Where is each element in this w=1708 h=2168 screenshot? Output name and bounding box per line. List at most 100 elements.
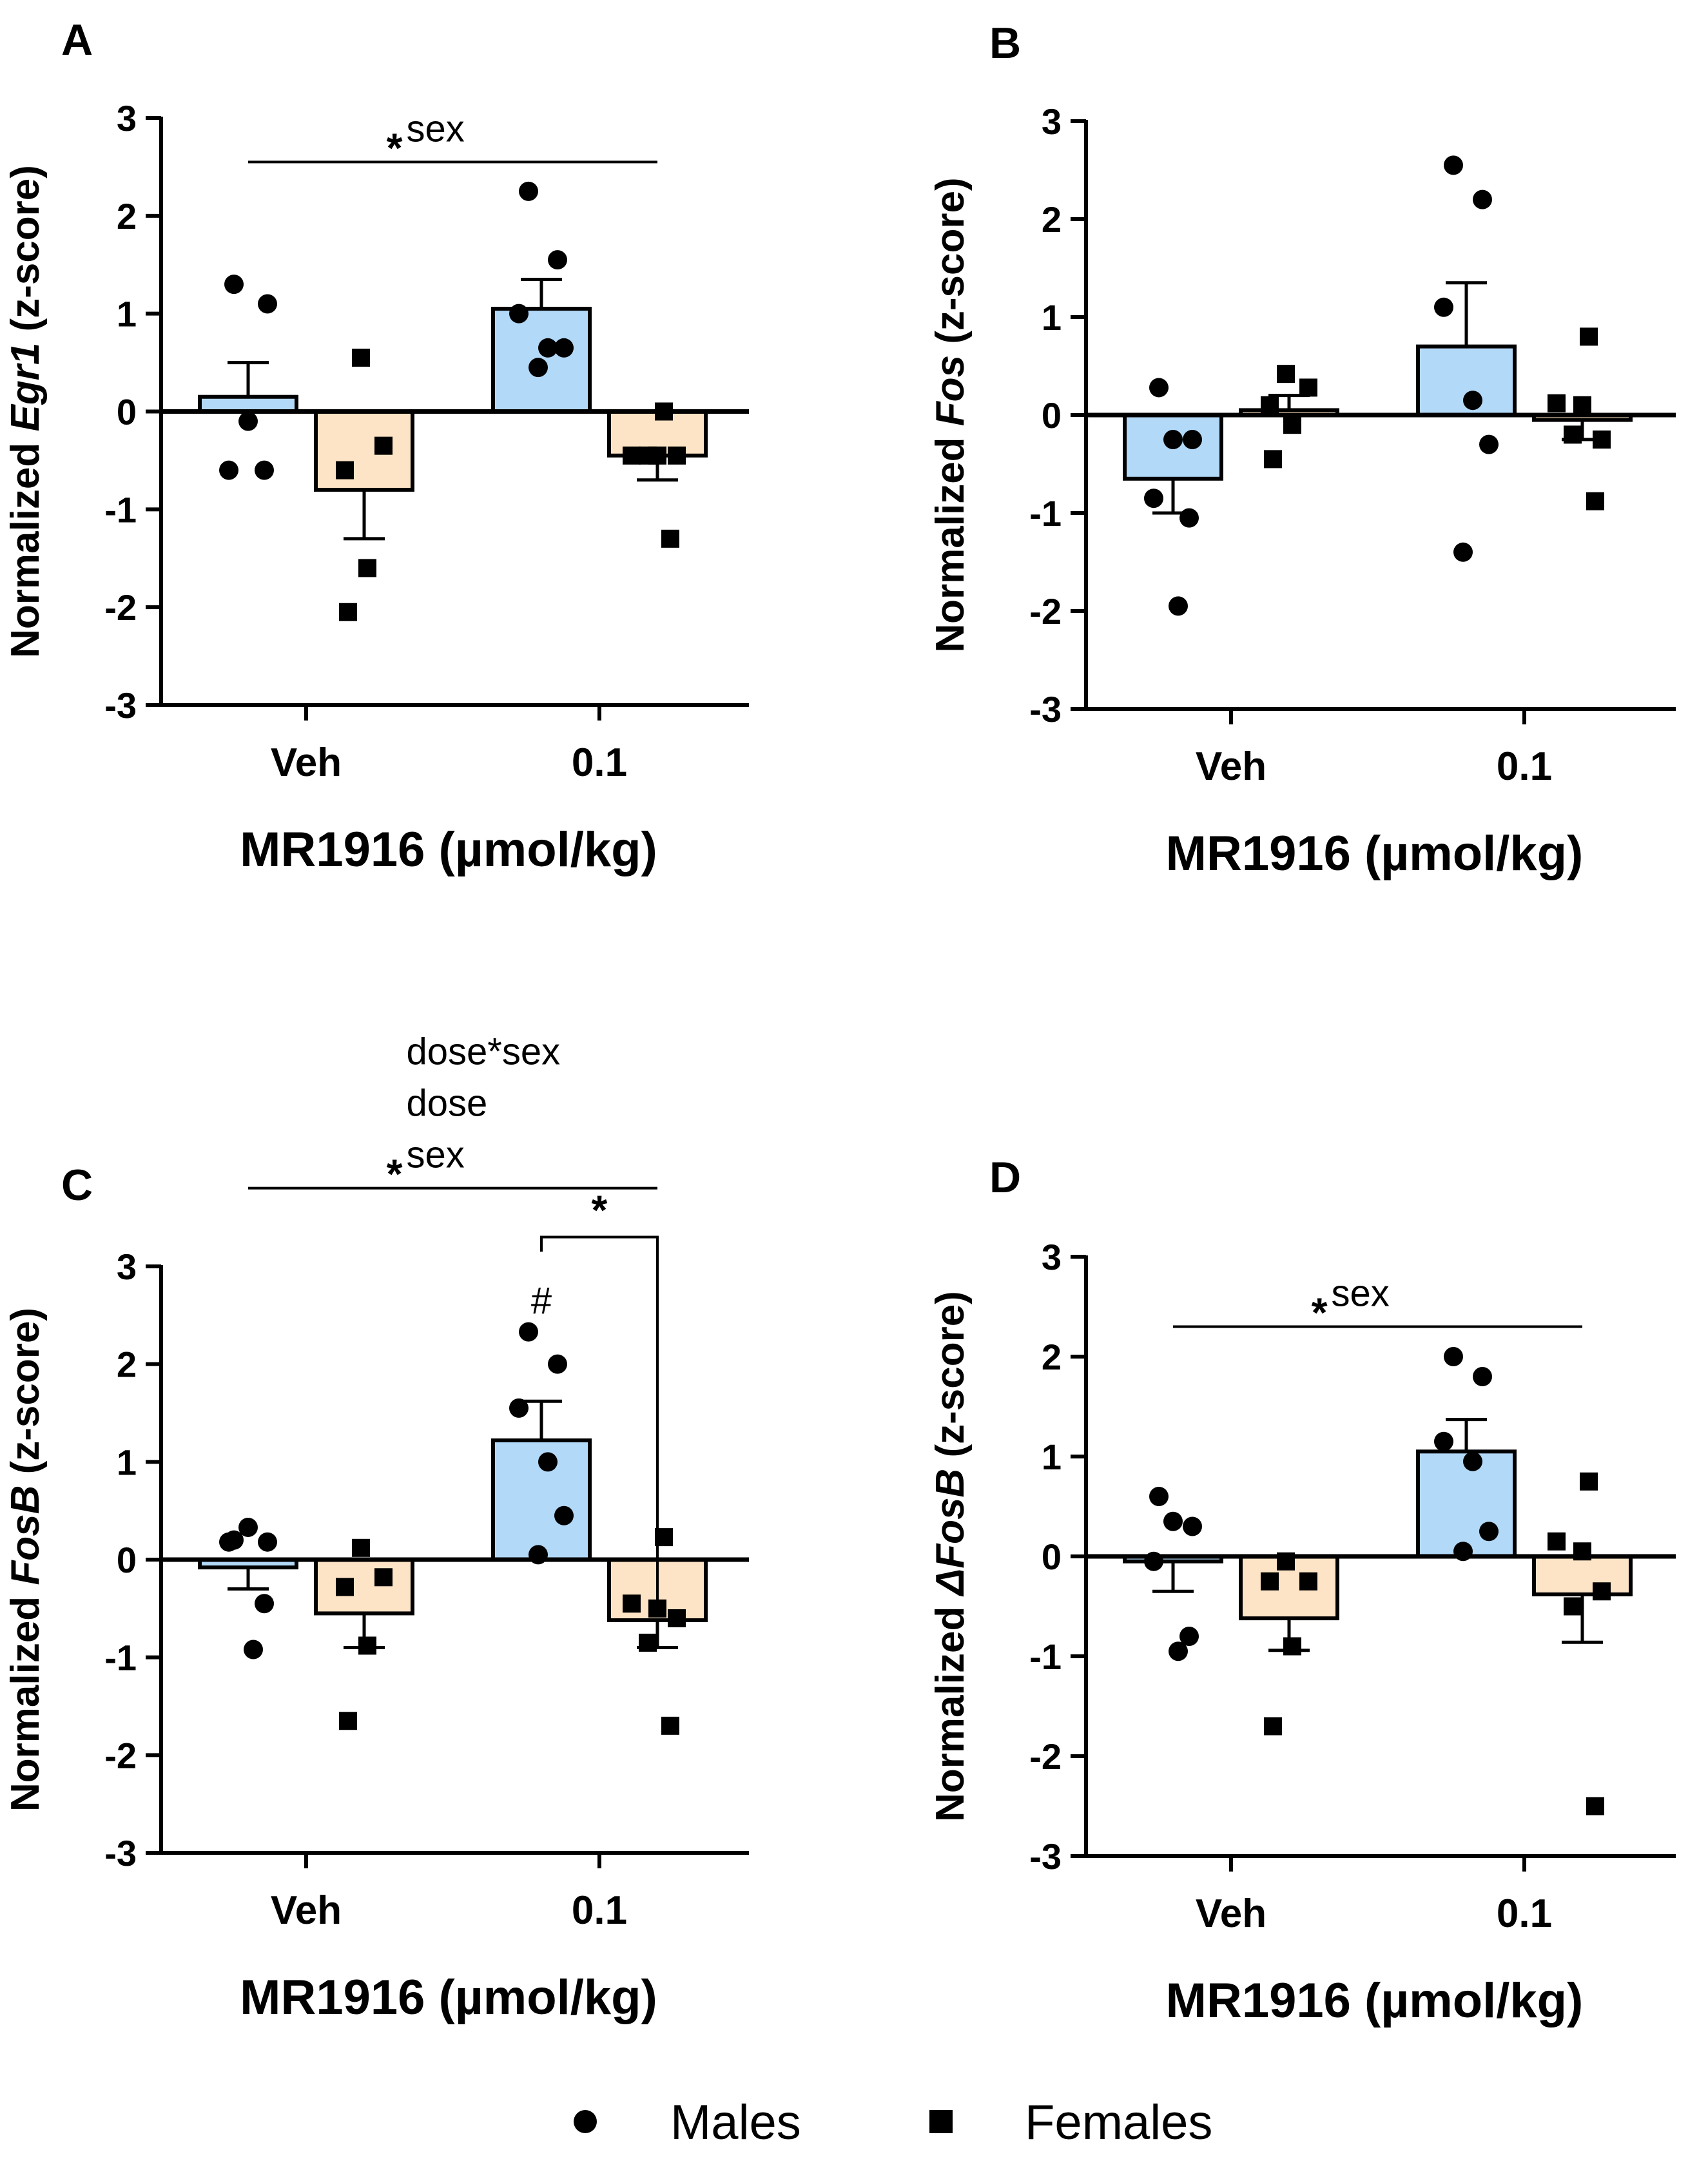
point-male [1473,189,1492,209]
y-tick-label: -2 [1029,591,1062,632]
point-male [519,181,538,201]
stat-label: dose [407,1083,488,1125]
point-male [1463,1451,1482,1471]
point-male [1169,596,1188,616]
y-tick-label: -1 [1029,493,1062,534]
point-male [224,275,244,295]
point-male [1179,508,1199,528]
y-tick-label: 0 [117,1540,137,1580]
y-axis-title-suffix: (z-score) [928,177,973,355]
point-female [668,1609,686,1627]
stat-label: sex [1332,1273,1390,1315]
point-female [1580,327,1598,346]
panel-letter: A [61,15,93,64]
stat-label: sex [407,108,465,150]
point-female [1299,378,1317,397]
hash-marker: # [531,1280,552,1322]
point-male [1434,297,1453,317]
pairwise-star: * [592,1187,608,1234]
point-female [1564,425,1582,444]
panel-letter: D [989,1153,1021,1202]
point-male [509,1398,529,1418]
x-axis-title: MR1916 (µmol/kg) [1166,826,1584,881]
y-axis-title-prefix: Normalized [3,1585,48,1812]
point-female [1264,1717,1282,1736]
y-axis-title-prefix: Normalized [928,426,973,652]
y-tick-label: 0 [117,392,137,432]
y-axis-title-prefix: Normalized [928,1595,973,1821]
point-male [1444,155,1463,175]
point-female [336,1578,354,1596]
legend-label-males: Males [670,2095,801,2150]
y-axis-title-gene: FosB [3,1486,48,1585]
y-axis-title-gene: Fos [928,355,973,426]
point-female [358,1636,376,1655]
point-female [339,1712,357,1730]
y-tick-label: -1 [1029,1636,1062,1677]
y-tick-label: 3 [1042,101,1062,142]
x-category-label: 0.1 [1497,1892,1552,1936]
panel-b: B3 2 1 0 -1 -2 -3 Veh 0.1 MR1916 (µmol/kg) Normali… [928,19,1676,881]
point-female [1548,1532,1566,1551]
point-male [1183,430,1202,449]
point-female [623,1594,641,1613]
point-female [639,1633,657,1652]
y-axis-title-gene: Egr1 [3,343,48,432]
y-tick-label: 2 [117,196,137,237]
point-female [1593,431,1611,449]
point-male [554,1505,574,1525]
point-female [1593,1582,1611,1601]
point-female [1548,394,1566,412]
point-male [258,1532,277,1552]
y-tick-label: 0 [1042,395,1062,436]
point-male [1473,1367,1492,1386]
stat-star: * [387,124,403,171]
point-male [548,1354,567,1374]
point-female [668,446,686,465]
y-tick-label: 1 [117,1442,137,1482]
stat-label: dose*sex [407,1031,561,1073]
point-female [661,529,679,548]
y-tick-label: 3 [117,1246,137,1287]
legend-marker-females [929,2110,953,2133]
stat-star: * [1312,1290,1328,1336]
x-category-label: Veh [1196,1892,1266,1936]
y-tick-label: 1 [1042,1437,1062,1477]
point-female [339,603,357,621]
x-category-label: Veh [1196,744,1266,789]
point-male [1169,1641,1188,1661]
point-male [1183,1516,1202,1536]
y-tick-label: -3 [104,685,137,726]
point-male [519,1322,538,1342]
point-male [255,1594,274,1614]
x-axis-title: MR1916 (µmol/kg) [1166,1973,1584,2028]
point-female [358,559,376,577]
stat-label: sex [407,1134,465,1176]
point-male [538,338,558,358]
x-category-label: 0.1 [572,740,627,785]
y-tick-label: 2 [117,1344,137,1385]
y-axis-title-gene: ΔFosB [928,1469,973,1597]
panel-letter: C [61,1161,93,1210]
point-male [1463,391,1482,411]
point-male [255,460,274,480]
bar-females-1 [1532,1554,1633,1596]
point-female [1299,1572,1317,1591]
bar-females-0 [314,409,414,492]
point-female [1283,416,1301,434]
x-category-label: 0.1 [572,1888,627,1933]
y-tick-label: -3 [104,1833,137,1873]
y-axis-title: Normalized Egr1 (z-score) [3,165,48,658]
y-tick-label: -3 [1029,1836,1062,1877]
y-tick-label: -2 [104,587,137,628]
point-female [623,446,641,465]
bar-females-0 [314,1558,414,1616]
point-female [1264,450,1282,469]
point-female [1261,1572,1279,1591]
point-male [1144,489,1163,508]
point-male [1444,1347,1463,1366]
point-male [219,460,238,480]
y-tick-label: -3 [1029,689,1062,730]
point-male [1149,1487,1169,1506]
